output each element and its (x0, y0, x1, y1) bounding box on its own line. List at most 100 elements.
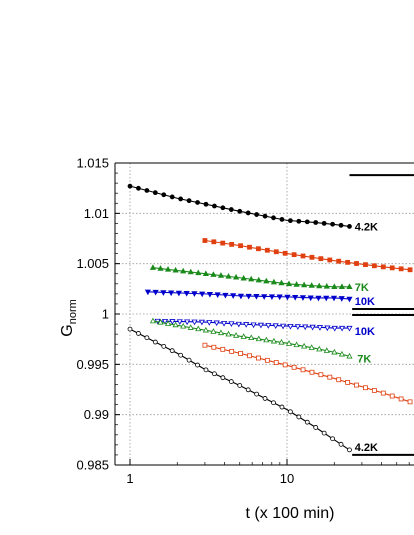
data-point (380, 390, 386, 396)
data-point (338, 350, 345, 357)
data-point (336, 377, 342, 383)
data-point (144, 289, 151, 296)
series-line (204, 344, 410, 403)
series-5: 7K (149, 317, 371, 365)
data-point (152, 289, 159, 296)
data-point (398, 396, 404, 402)
data-point (268, 294, 276, 301)
data-point (178, 352, 184, 358)
data-point (264, 247, 270, 253)
data-point (270, 278, 277, 285)
data-point (210, 271, 217, 277)
data-point (272, 323, 279, 330)
data-point (229, 348, 235, 354)
series-label: 10K (355, 296, 375, 308)
data-point (245, 210, 251, 216)
data-point (213, 320, 220, 327)
data-point (230, 293, 237, 299)
data-point (225, 273, 232, 279)
data-point (228, 207, 234, 212)
data-point (202, 270, 209, 277)
data-point (346, 283, 353, 290)
data-point (398, 266, 404, 272)
data-point (164, 266, 172, 272)
data-point (331, 325, 338, 332)
data-point (161, 192, 167, 198)
data-point (271, 215, 276, 221)
data-point (291, 252, 297, 258)
data-point (161, 319, 169, 325)
data-point (180, 322, 187, 329)
data-point (220, 375, 226, 381)
data-point (157, 318, 164, 325)
data-point (262, 213, 268, 219)
data-point (191, 291, 198, 297)
data-point (127, 183, 133, 189)
data-point (164, 320, 172, 326)
data-point (136, 185, 141, 191)
data-point (273, 249, 279, 255)
data-point (183, 291, 190, 297)
data-point (327, 374, 333, 380)
y-axis-title-subscript: norm (67, 299, 79, 324)
data-point (229, 241, 235, 247)
data-point (346, 352, 353, 359)
series-4: 10K (154, 318, 375, 338)
data-point (346, 296, 353, 303)
data-point (285, 340, 293, 346)
data-point (253, 294, 260, 300)
data-point (248, 334, 255, 341)
data-point (222, 292, 229, 299)
data-point (127, 326, 133, 332)
data-point (187, 268, 194, 275)
data-point (168, 290, 175, 297)
data-point (254, 391, 260, 397)
data-point (247, 244, 252, 250)
data-point (250, 322, 257, 329)
data-point (211, 344, 217, 350)
data-point (172, 266, 179, 273)
data-point (330, 295, 338, 302)
y-tick-label: 0.985 (76, 458, 109, 473)
data-point (282, 250, 288, 256)
data-point (282, 362, 288, 368)
series-7: 4.2K (127, 326, 378, 454)
y-tick-label: 1 (102, 307, 109, 322)
data-point (214, 292, 221, 299)
data-point (338, 441, 344, 447)
data-point (327, 257, 333, 263)
data-point (293, 281, 300, 287)
data-point (270, 337, 277, 344)
series-label: 4.2K (355, 221, 378, 233)
data-point (331, 283, 338, 290)
series-0: 4.2K (127, 183, 378, 233)
data-point (300, 253, 306, 259)
data-point (296, 218, 302, 224)
data-point (245, 293, 252, 300)
data-point (371, 387, 377, 393)
data-point (228, 321, 235, 328)
data-point (308, 282, 315, 288)
data-point (149, 317, 157, 324)
data-point (330, 436, 335, 442)
grid-lines (115, 163, 414, 465)
data-point (237, 383, 243, 388)
data-point (186, 357, 192, 363)
data-point (296, 414, 302, 420)
data-point (257, 322, 265, 329)
data-point (287, 218, 293, 224)
data-point (347, 447, 352, 453)
data-point (309, 254, 315, 260)
data-point (308, 344, 315, 350)
data-point (318, 372, 324, 378)
series-3: 10K (144, 289, 375, 308)
data-point (284, 294, 291, 301)
data-point (220, 320, 228, 327)
y-tick-label: 0.995 (76, 357, 109, 372)
data-point (338, 222, 344, 228)
data-point (233, 332, 240, 338)
data-point (261, 294, 268, 300)
data-point (186, 198, 192, 204)
data-series: 4.2K 7K 10K 10K 7K 4.2K (127, 183, 413, 454)
data-point (256, 355, 261, 361)
